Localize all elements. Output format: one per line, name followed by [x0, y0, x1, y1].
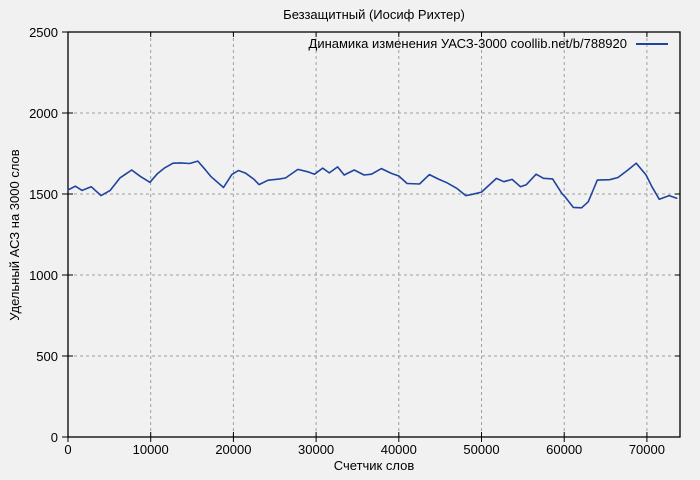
- chart-title: Беззащитный (Иосиф Рихтер): [283, 7, 465, 22]
- x-tick-label: 60000: [546, 442, 583, 457]
- y-tick-label: 0: [50, 430, 58, 445]
- y-tick-label: 2000: [29, 106, 58, 121]
- data-series-line: [67, 160, 678, 209]
- y-tick-label: 1500: [29, 187, 58, 202]
- x-tick-label: 20000: [215, 442, 252, 457]
- x-tick-label: 50000: [463, 442, 500, 457]
- x-tick-label: 0: [64, 442, 72, 457]
- y-axis-title: Удельный АСЗ на 3000 слов: [7, 149, 22, 321]
- plot-border: [67, 31, 681, 438]
- x-tick-label: 10000: [132, 442, 169, 457]
- y-tick-label: 1000: [29, 268, 58, 283]
- y-tick-label: 2500: [29, 25, 58, 40]
- legend-label: Динамика изменения УАСЗ-3000 coollib.net…: [308, 36, 627, 51]
- legend: Динамика изменения УАСЗ-3000 coollib.net…: [309, 36, 668, 51]
- legend-line-sample-icon: [636, 42, 668, 45]
- x-axis-title: Счетчик слов: [333, 458, 415, 473]
- x-tick-label: 30000: [298, 442, 335, 457]
- y-tick-label: 500: [36, 349, 58, 364]
- x-tick-label: 40000: [380, 442, 417, 457]
- x-tick-label: 70000: [628, 442, 665, 457]
